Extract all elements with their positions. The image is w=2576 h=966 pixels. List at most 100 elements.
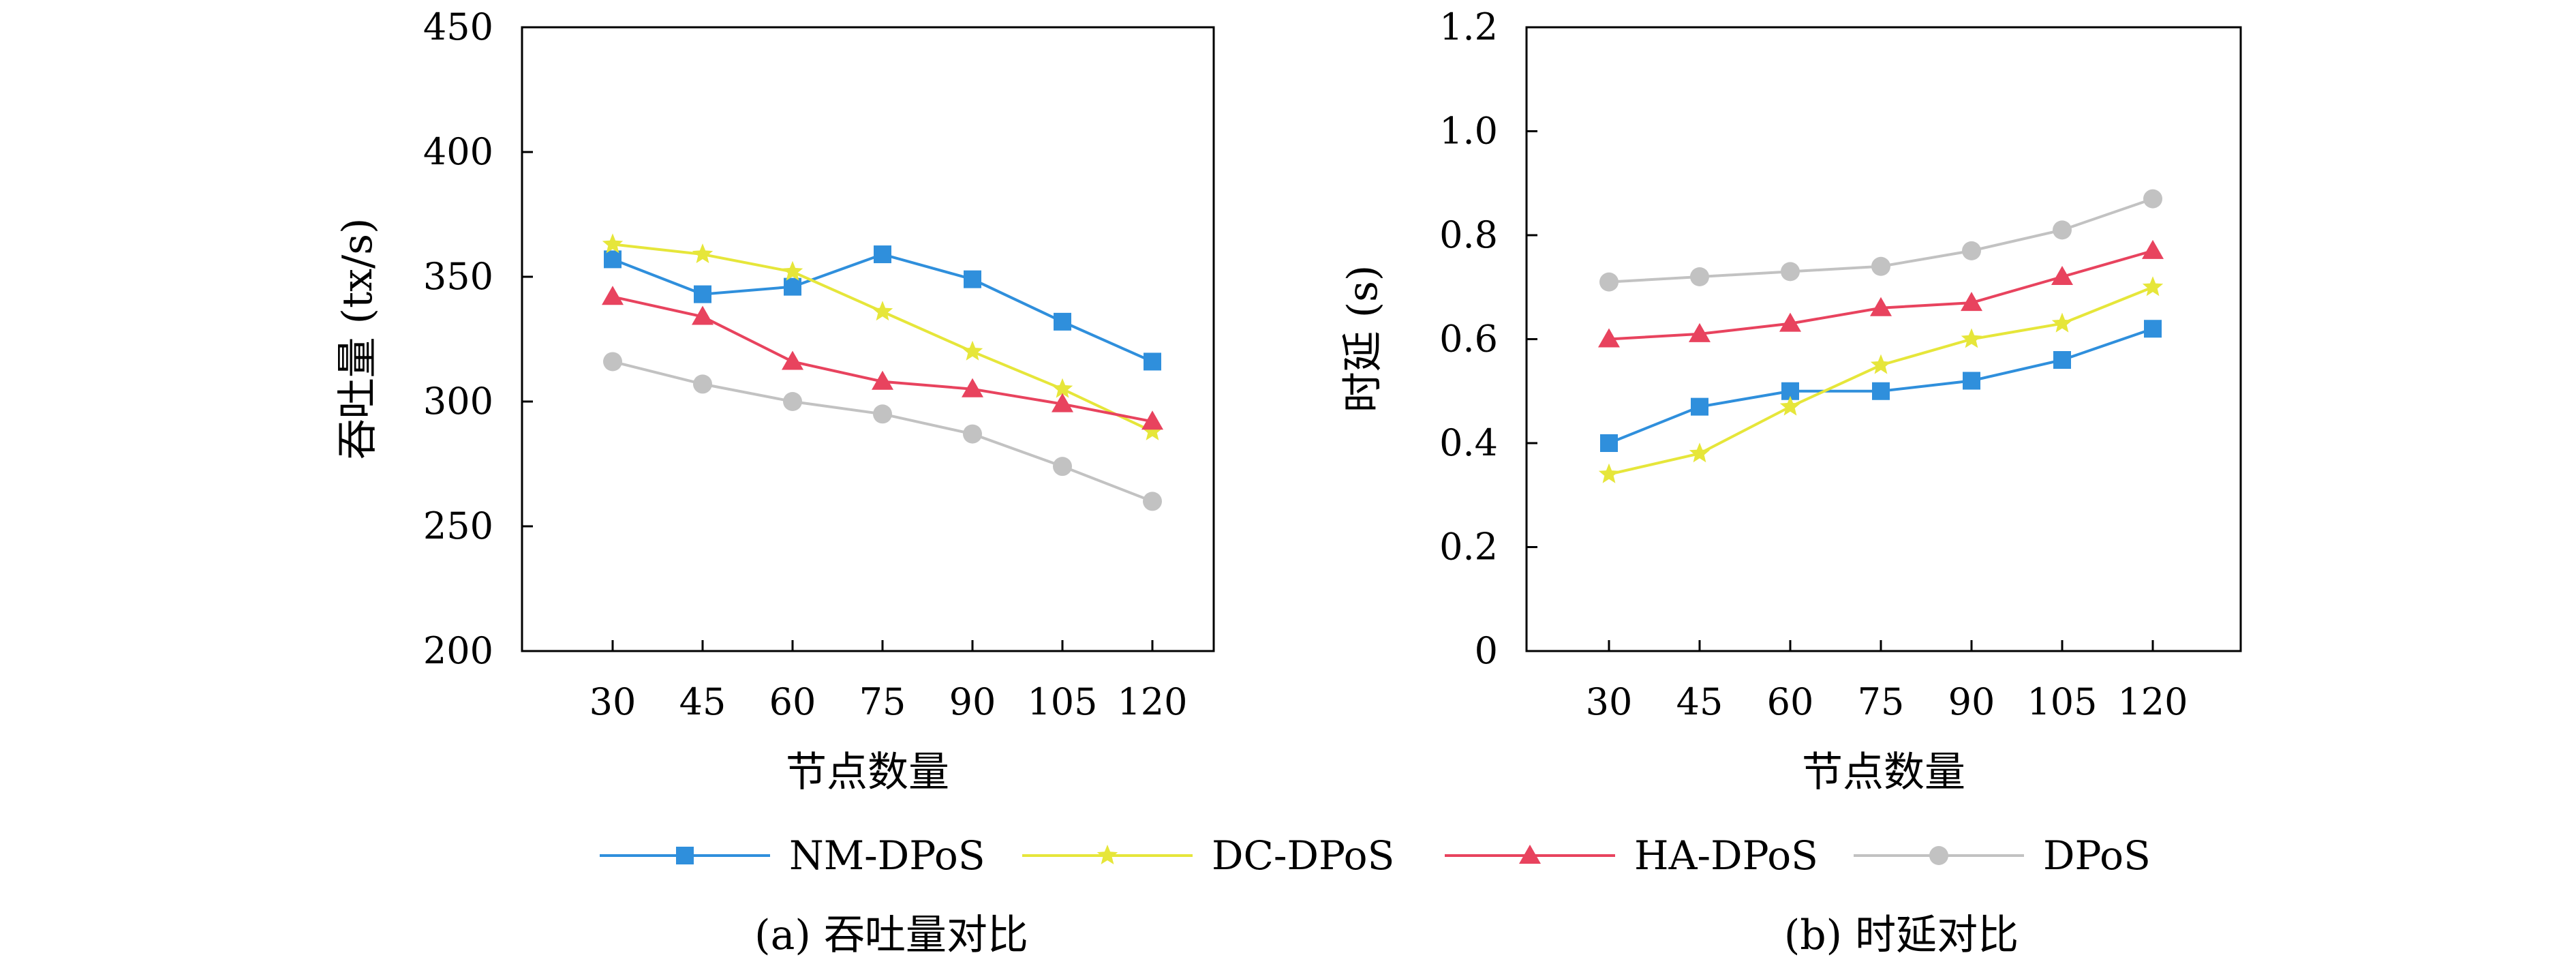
y-tick-label: 450 bbox=[423, 5, 493, 48]
data-point bbox=[603, 352, 622, 372]
chart-panel-throughput: 200 250 300 350 400 450 30 45 60 75 90 105 120 节点数量… bbox=[334, 5, 1215, 959]
x-tick-label: 45 bbox=[679, 680, 726, 723]
legend-marker bbox=[1929, 846, 1948, 865]
data-point bbox=[602, 286, 624, 305]
data-point bbox=[1961, 292, 1982, 312]
data-point bbox=[872, 301, 893, 321]
data-point bbox=[2142, 276, 2164, 297]
data-point bbox=[873, 404, 892, 424]
data-point bbox=[1054, 312, 1071, 331]
data-point bbox=[693, 374, 712, 394]
y-axis-ticks: 200 250 300 350 400 450 bbox=[423, 5, 533, 672]
data-point bbox=[1872, 382, 1890, 400]
legend-item-nm-dpos: NM-DPoS bbox=[600, 832, 985, 879]
data-point bbox=[602, 233, 624, 254]
legend-label: HA-DPoS bbox=[1634, 832, 1818, 879]
series-dpos bbox=[1599, 189, 2162, 292]
x-tick-label: 75 bbox=[1858, 680, 1905, 723]
y-tick-label: 400 bbox=[423, 130, 493, 173]
y-tick-label: 0.4 bbox=[1439, 421, 1498, 464]
data-point bbox=[2144, 320, 2162, 338]
series-dc-dpos bbox=[1598, 276, 2164, 483]
data-point bbox=[1598, 328, 1620, 348]
legend-marker bbox=[1519, 845, 1541, 864]
data-point bbox=[2051, 312, 2073, 333]
data-point bbox=[692, 305, 714, 325]
y-tick-label: 1.2 bbox=[1439, 5, 1498, 48]
data-point bbox=[1962, 241, 1981, 260]
legend-marker bbox=[676, 847, 694, 864]
data-point bbox=[782, 260, 803, 281]
series-ha-dpos bbox=[1598, 239, 2164, 348]
data-point bbox=[2053, 351, 2071, 369]
x-tick-label: 105 bbox=[2027, 680, 2097, 723]
x-tick-label: 60 bbox=[1767, 680, 1814, 723]
legend-item-dc-dpos: DC-DPoS bbox=[1022, 832, 1394, 879]
x-axis-ticks: 30 45 60 75 90 105 120 bbox=[1586, 640, 2188, 723]
legend-marker bbox=[1097, 845, 1118, 864]
data-point bbox=[1690, 267, 1709, 286]
data-point bbox=[694, 285, 711, 303]
data-point bbox=[2051, 266, 2073, 285]
data-point bbox=[872, 370, 893, 390]
legend-item-ha-dpos: HA-DPoS bbox=[1445, 832, 1818, 879]
panel-caption: (b) 时延对比 bbox=[1784, 911, 2019, 959]
data-point bbox=[1689, 442, 1711, 463]
data-point bbox=[1963, 372, 1980, 390]
x-axis-label: 节点数量 bbox=[1802, 749, 1965, 796]
data-point bbox=[1689, 322, 1711, 342]
data-point bbox=[1052, 393, 1073, 412]
series-dc-dpos bbox=[602, 233, 1163, 440]
y-tick-label: 0.2 bbox=[1439, 526, 1498, 569]
data-point bbox=[1781, 262, 1800, 282]
y-axis-label: 吞吐量 (tx/s) bbox=[334, 218, 382, 460]
data-point bbox=[1143, 492, 1162, 511]
y-tick-label: 0.8 bbox=[1439, 213, 1498, 256]
data-point bbox=[1779, 312, 1801, 332]
data-point bbox=[962, 378, 983, 397]
data-point bbox=[1144, 352, 1161, 371]
series-group bbox=[602, 233, 1163, 511]
x-tick-label: 120 bbox=[2117, 680, 2188, 723]
data-point bbox=[604, 250, 622, 269]
data-point bbox=[783, 392, 802, 411]
x-tick-label: 90 bbox=[1948, 680, 1995, 723]
x-tick-label: 30 bbox=[1586, 680, 1633, 723]
y-tick-label: 1.0 bbox=[1439, 110, 1498, 153]
data-point bbox=[692, 243, 714, 263]
data-point bbox=[1691, 397, 1708, 416]
data-point bbox=[1779, 395, 1801, 416]
y-tick-label: 250 bbox=[423, 504, 493, 547]
legend-label: DPoS bbox=[2043, 832, 2151, 879]
data-point bbox=[1870, 354, 1892, 374]
series-dpos bbox=[603, 352, 1162, 511]
x-axis-label: 节点数量 bbox=[786, 749, 949, 796]
y-tick-label: 300 bbox=[423, 380, 493, 423]
panel-caption: (a) 吞吐量对比 bbox=[754, 911, 1028, 959]
y-tick-label: 200 bbox=[423, 629, 493, 672]
data-point bbox=[1052, 378, 1073, 398]
y-tick-label: 0.6 bbox=[1439, 318, 1498, 361]
y-axis-ticks: 0 0.2 0.4 0.6 0.8 1.0 1.2 bbox=[1439, 5, 1537, 672]
data-point bbox=[962, 340, 983, 361]
y-tick-label: 350 bbox=[423, 255, 493, 298]
data-point bbox=[1599, 272, 1619, 292]
data-point bbox=[963, 424, 982, 444]
series-group bbox=[1598, 189, 2164, 483]
plot-frame bbox=[521, 26, 1215, 652]
data-point bbox=[1961, 328, 1982, 348]
data-point bbox=[1141, 410, 1163, 430]
legend-label: DC-DPoS bbox=[1212, 832, 1394, 879]
x-axis-ticks: 30 45 60 75 90 105 120 bbox=[589, 640, 1188, 723]
legend: NM-DPoS DC-DPoS HA-DPoS DPoS bbox=[600, 832, 2151, 879]
series-nm-dpos bbox=[1600, 320, 2162, 452]
series-nm-dpos bbox=[604, 245, 1161, 371]
data-point bbox=[1870, 297, 1892, 316]
data-point bbox=[1053, 457, 1072, 477]
data-point bbox=[2142, 239, 2164, 259]
data-point bbox=[964, 270, 981, 288]
data-point bbox=[1600, 434, 1618, 452]
data-point bbox=[2143, 189, 2162, 209]
data-point bbox=[874, 245, 891, 264]
